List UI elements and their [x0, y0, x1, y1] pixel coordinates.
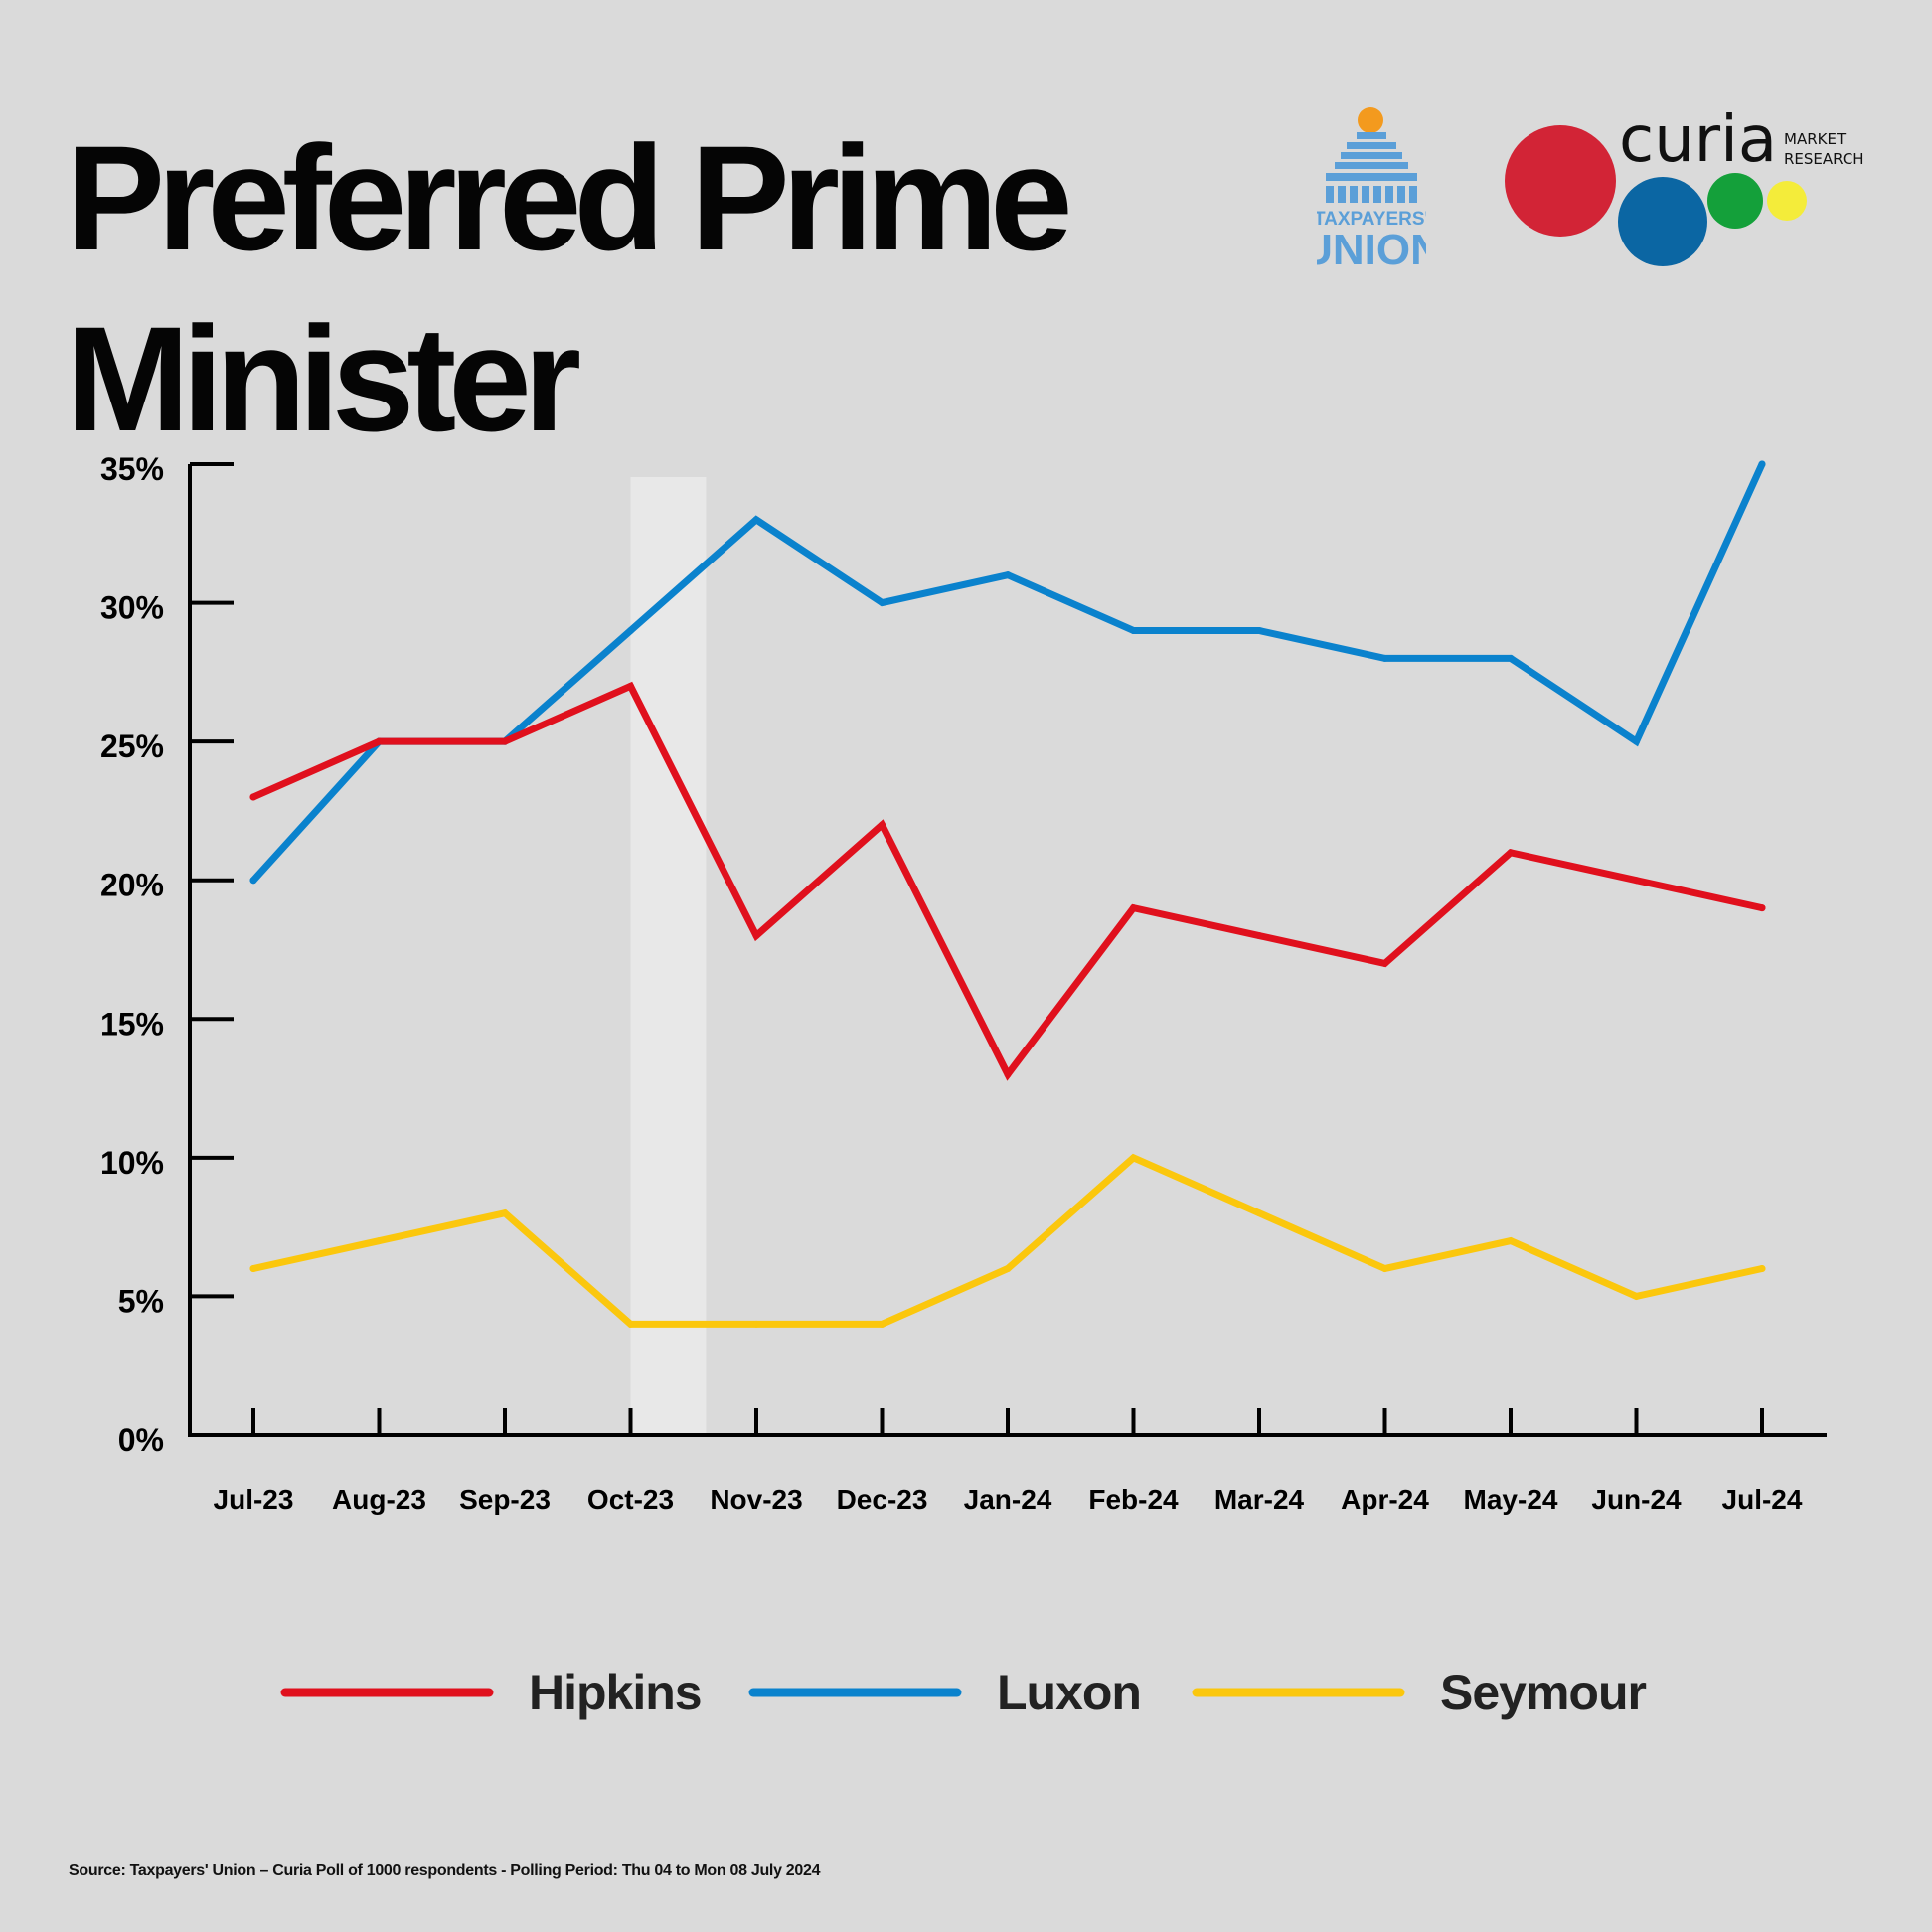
data-point-seymour: [1130, 1154, 1137, 1162]
curia-red-dot: [1505, 125, 1616, 237]
x-tick-label: Dec-23: [837, 1484, 928, 1515]
data-point-seymour: [627, 1320, 634, 1328]
series-line-luxon: [249, 460, 1766, 885]
x-tick-label: Jan-24: [964, 1484, 1052, 1515]
x-tick-label: Sep-23: [459, 1484, 551, 1515]
data-point-hipkins: [1130, 904, 1137, 912]
data-point-luxon: [1381, 654, 1388, 662]
legend-label-luxon: Luxon: [997, 1665, 1141, 1720]
y-tick-label: 35%: [100, 451, 164, 487]
data-point-hipkins: [752, 932, 760, 940]
data-point-seymour: [1255, 1209, 1263, 1217]
data-point-luxon: [1507, 654, 1515, 662]
x-tick-label: Feb-24: [1088, 1484, 1179, 1515]
data-point-hipkins: [627, 682, 634, 690]
x-tick-label: Jul-24: [1722, 1484, 1803, 1515]
y-tick-label: 0%: [118, 1422, 164, 1458]
data-point-hipkins: [879, 821, 886, 829]
data-point-seymour: [249, 1265, 257, 1273]
x-tick-label: Mar-24: [1214, 1484, 1305, 1515]
data-point-hipkins: [1255, 932, 1263, 940]
data-point-hipkins: [501, 737, 509, 745]
data-point-seymour: [376, 1237, 383, 1245]
x-tick-label: Oct-23: [587, 1484, 674, 1515]
data-point-hipkins: [249, 793, 257, 801]
data-point-seymour: [501, 1209, 509, 1217]
data-point-hipkins: [1507, 849, 1515, 857]
data-point-luxon: [1633, 737, 1640, 745]
x-tick-label: May-24: [1464, 1484, 1558, 1515]
data-point-seymour: [1633, 1292, 1640, 1300]
data-point-hipkins: [1758, 904, 1766, 912]
title-line-2: Minister: [66, 295, 581, 462]
legend-label-seymour: Seymour: [1440, 1665, 1647, 1720]
data-point-luxon: [1255, 626, 1263, 634]
axes-layer: 0% 5% 10% 15% 20% 25% 30% 35% Jul-23 Aug-23 Sep-23…: [100, 451, 1827, 1515]
data-point-hipkins: [1633, 877, 1640, 885]
y-tick-label: 15%: [100, 1006, 164, 1042]
curia-green-dot: [1707, 173, 1763, 229]
data-point-hipkins: [1004, 1070, 1012, 1078]
curia-tagline-2: RESEARCH: [1784, 150, 1864, 168]
data-point-luxon: [1758, 460, 1766, 468]
taxpayers-union-logo: TAXPAYERS' UNION: [1317, 107, 1426, 272]
page-title: Preferred Prime Minister: [66, 107, 1258, 469]
data-point-seymour: [879, 1320, 886, 1328]
series-line-seymour: [249, 1153, 1766, 1328]
curia-blue-dot: [1618, 177, 1707, 266]
data-point-luxon: [249, 877, 257, 885]
tu-logo-line-2: UNION: [1317, 226, 1426, 272]
title-line-1: Preferred Prime: [66, 114, 1073, 281]
tu-logo-line-1: TAXPAYERS': [1317, 209, 1426, 230]
curia-market-research-logo: curia MARKET RESEARCH: [1505, 109, 1864, 266]
y-tick-label: 20%: [100, 868, 164, 903]
y-tick-label: 25%: [100, 728, 164, 764]
x-tick-label: Nov-23: [710, 1484, 802, 1515]
data-point-seymour: [1507, 1237, 1515, 1245]
x-tick-label: Jun-24: [1591, 1484, 1682, 1515]
source-note: Source: Taxpayers' Union – Curia Poll of…: [69, 1862, 821, 1879]
data-point-luxon: [1004, 571, 1012, 579]
series-line-hipkins: [249, 681, 1766, 1081]
data-point-luxon: [627, 626, 634, 634]
data-point-seymour: [1004, 1265, 1012, 1273]
data-point-seymour: [1381, 1265, 1388, 1273]
highlight-band-layer: [630, 477, 707, 1435]
kiwi-dome-icon: [1358, 107, 1383, 133]
curia-yellow-dot: [1767, 181, 1807, 221]
y-tick-label: 30%: [100, 590, 164, 626]
legend: Hipkins Luxon Seymour: [280, 1665, 1648, 1720]
data-point-hipkins: [376, 737, 383, 745]
y-tick-label: 5%: [118, 1283, 164, 1319]
legend-label-hipkins: Hipkins: [529, 1665, 702, 1720]
x-tick-label: Aug-23: [332, 1484, 426, 1515]
data-point-seymour: [1758, 1265, 1766, 1273]
data-point-seymour: [752, 1320, 760, 1328]
y-tick-label: 10%: [100, 1145, 164, 1181]
data-point-luxon: [879, 599, 886, 607]
curia-tagline-1: MARKET: [1784, 130, 1847, 148]
data-point-luxon: [1130, 626, 1137, 634]
series-layer: [249, 460, 1766, 1328]
data-point-luxon: [752, 516, 760, 524]
x-tick-label: Apr-24: [1341, 1484, 1429, 1515]
x-tick-label: Jul-23: [214, 1484, 294, 1515]
data-point-hipkins: [1381, 959, 1388, 967]
curia-wordmark: curia: [1619, 109, 1777, 177]
highlight-band: [630, 477, 707, 1435]
